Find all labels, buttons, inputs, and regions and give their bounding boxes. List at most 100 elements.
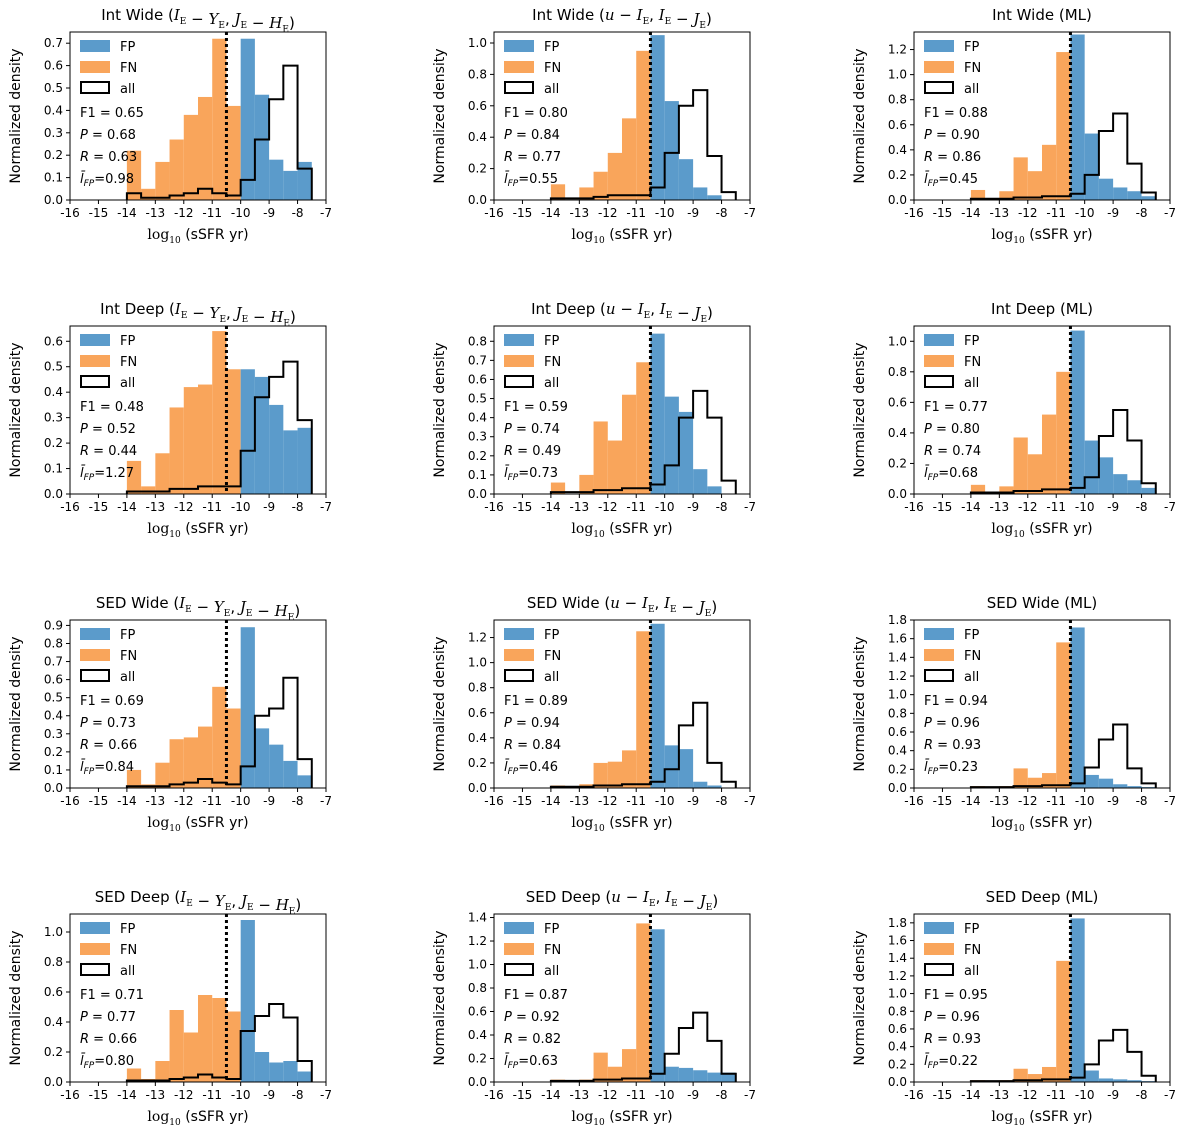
fp-bar (1098, 778, 1114, 788)
legend-all-swatch (924, 375, 954, 388)
legend-all-label: all (964, 670, 979, 685)
fn-bar (155, 762, 170, 788)
y-tick-label: 0.8 (468, 334, 487, 348)
fp-bar (1113, 1079, 1128, 1082)
y-tick-label: 0.0 (44, 487, 63, 501)
x-tick-label: -15 (933, 206, 953, 220)
fp-bar (240, 38, 255, 200)
fn-bar (212, 331, 227, 494)
fp-bar (1141, 487, 1156, 494)
fp-bar (650, 929, 665, 1082)
fn-bar (1042, 414, 1057, 494)
metric-lfp: l̄FP=0.23 (924, 760, 978, 777)
metric-recall: R = 0.66 (80, 738, 137, 753)
fp-bar (269, 1062, 284, 1082)
x-tick-label: -15 (513, 794, 533, 808)
fn-bar (212, 998, 227, 1082)
x-tick-label: -16 (484, 1088, 504, 1102)
legend-fp-label: FP (120, 334, 135, 349)
legend-fp-label: FP (544, 334, 559, 349)
y-tick-label: 1.0 (468, 958, 487, 972)
x-tick-label: -12 (598, 1088, 618, 1102)
y-tick-label: 0.8 (888, 93, 907, 107)
y-tick-label: 0.4 (468, 130, 487, 144)
fn-bar (1013, 1068, 1028, 1082)
fp-bar (1070, 34, 1085, 200)
y-tick-label: 0.2 (44, 745, 63, 759)
fp-bar (254, 94, 270, 200)
legend-all-label: all (120, 376, 135, 391)
metric-lfp: l̄FP=0.84 (80, 760, 134, 777)
fp-bar (678, 749, 694, 788)
legend: FP FN all F1 = 0.77 P = 0.80 R = 0.74 l̄FP=0.6… (924, 334, 988, 483)
y-tick-label: 0.8 (888, 365, 907, 379)
metric-f1: F1 = 0.80 (504, 106, 568, 121)
legend: FP FN all F1 = 0.88 P = 0.90 R = 0.86 l̄FP=0.4… (924, 40, 988, 189)
legend: FP FN all F1 = 0.69 P = 0.73 R = 0.66 l̄FP=0.8… (80, 628, 144, 777)
x-tick-label: -15 (933, 500, 953, 514)
axes-frame (69, 913, 327, 1083)
x-tick-label: -7 (1164, 794, 1176, 808)
y-tick-label: 0.4 (44, 103, 63, 117)
fp-bar (1127, 786, 1142, 788)
metric-recall: R = 0.66 (80, 1032, 137, 1047)
x-tick-label: -10 (231, 206, 251, 220)
fn-bar (1027, 777, 1042, 788)
legend-all-swatch (504, 669, 534, 682)
legend-fp-swatch (80, 628, 110, 640)
x-tick-label: -10 (231, 500, 251, 514)
legend-fn-swatch (80, 943, 110, 955)
y-tick-label: 1.2 (888, 969, 907, 983)
legend: FP FN all F1 = 0.80 P = 0.84 R = 0.77 l̄FP=0.5… (504, 40, 568, 189)
y-tick-label: 0.2 (44, 1045, 63, 1059)
y-axis-label: Normalized density (852, 930, 868, 1065)
fn-bar (622, 394, 637, 494)
fn-bar (169, 1010, 184, 1082)
metric-f1: F1 = 0.87 (504, 988, 568, 1003)
x-tick-label: -8 (292, 500, 304, 514)
fp-bar (240, 920, 255, 1082)
metric-lfp: l̄FP=0.63 (504, 1054, 558, 1071)
fp-bar (1070, 918, 1085, 1082)
legend-fp-swatch (924, 40, 954, 52)
x-tick-label: -11 (202, 1088, 222, 1102)
x-tick-label: -15 (933, 1088, 953, 1102)
fn-bar (1042, 144, 1057, 200)
x-tick-label: -13 (146, 794, 166, 808)
fn-bar (550, 184, 566, 200)
y-tick-label: 1.0 (468, 656, 487, 670)
y-tick-label: 1.2 (468, 934, 487, 948)
y-tick-label: 0.3 (44, 126, 63, 140)
all-step-line (125, 360, 313, 494)
x-tick-label: -12 (1018, 1088, 1038, 1102)
legend: FP FN all F1 = 0.65 P = 0.68 R = 0.63 l̄FP=0.9… (80, 40, 144, 189)
fp-bar (283, 760, 298, 788)
y-tick-label: 0.4 (44, 385, 63, 399)
x-tick-label: -16 (484, 794, 504, 808)
y-tick-label: 0.1 (44, 462, 63, 476)
histogram-panel: Int Deep (u − IE, IE − JE) -16 -15 -14 -13 -1… (432, 300, 756, 540)
x-tick-label: -12 (1018, 500, 1038, 514)
metric-recall: R = 0.93 (924, 1032, 981, 1047)
legend: FP FN all F1 = 0.95 P = 0.96 R = 0.93 l̄FP=0.2… (924, 922, 988, 1071)
x-tick-label: -7 (320, 1088, 332, 1102)
all-step-line (969, 723, 1157, 789)
x-tick-label: -11 (202, 500, 222, 514)
metric-f1: F1 = 0.95 (924, 988, 988, 1003)
legend-all-swatch (80, 963, 110, 976)
fn-bar (155, 453, 170, 494)
fp-bar (1127, 1080, 1142, 1082)
fn-bar (183, 737, 198, 788)
x-tick-label: -15 (89, 1088, 109, 1102)
fp-bar (1127, 480, 1142, 494)
axes-frame (493, 619, 751, 789)
metric-lfp: l̄FP=0.98 (80, 172, 134, 189)
x-tick-label: -10 (655, 794, 675, 808)
metric-recall: R = 0.82 (504, 1032, 561, 1047)
x-tick-label: -8 (716, 500, 728, 514)
fn-bar (550, 482, 566, 494)
panel-title: SED Wide (IE − YE, JE − HE) (96, 594, 300, 623)
fn-bar (593, 171, 608, 200)
x-tick-label: -14 (117, 206, 137, 220)
metric-precision: P = 0.74 (504, 422, 560, 437)
